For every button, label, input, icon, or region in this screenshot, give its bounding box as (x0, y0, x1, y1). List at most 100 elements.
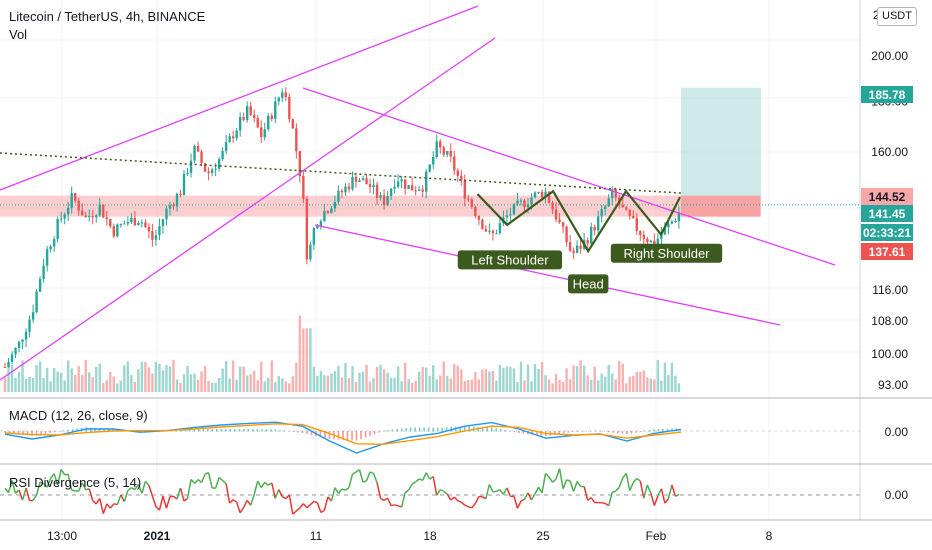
rsi-segment (534, 486, 540, 495)
volume-bar (274, 382, 277, 392)
candle-body (568, 242, 572, 251)
rsi-segment (316, 502, 322, 513)
volume-bar (14, 377, 17, 392)
candle-body (207, 171, 210, 174)
rsi-segment (618, 477, 624, 488)
volume-bar (670, 362, 674, 392)
rsi-segment (151, 495, 157, 507)
rsi-segment (576, 481, 582, 487)
volume-bar (509, 366, 512, 392)
stop-zone (681, 195, 761, 217)
price-badge (861, 86, 913, 103)
volume-bar (52, 368, 56, 392)
volume-bar (386, 372, 389, 392)
macd-histogram-bar (211, 429, 214, 432)
rsi-segment (471, 503, 476, 509)
candle-body (386, 195, 389, 206)
candle-body (467, 198, 470, 200)
candle-body (519, 200, 523, 202)
macd-histogram-bar (234, 429, 236, 432)
rsi-segment (555, 468, 561, 480)
rsi-segment (404, 489, 410, 494)
candle-body (133, 217, 137, 226)
rsi-segment (453, 496, 459, 502)
volume-bars (3, 315, 681, 392)
candle-body (281, 92, 284, 98)
rsi-segment (629, 482, 634, 492)
candle-body (667, 223, 670, 228)
time-axis[interactable]: 13:00 2021 11 18 25 Feb 8 (47, 529, 773, 543)
trendline (302, 87, 836, 266)
candle-body (628, 209, 631, 217)
macd-histogram-bar (288, 431, 290, 432)
candle-body (70, 193, 73, 208)
rsi-segment (400, 492, 406, 508)
macd-histogram-bar (608, 431, 610, 433)
volume-bar (77, 365, 80, 392)
volume-bar (526, 364, 530, 392)
volume-bar (56, 371, 59, 392)
candle-body (267, 115, 270, 130)
macd-histogram-bar (563, 431, 565, 434)
rsi-segment (468, 506, 473, 509)
rsi-segment (7, 480, 13, 493)
rsi-segment (218, 476, 224, 482)
rsi-segment (530, 493, 536, 501)
candle-body (533, 192, 537, 198)
rsi-segment (527, 492, 533, 501)
volume-bar (442, 361, 445, 392)
candle-body (221, 151, 224, 160)
rsi-segment (323, 496, 329, 511)
rsi-segment (422, 472, 427, 481)
volume-bar (677, 383, 681, 392)
volume-bar (481, 369, 484, 392)
rsi-segment (450, 496, 455, 501)
rsi-segment (506, 487, 512, 497)
rsi-segment (348, 473, 354, 488)
volume-bar (354, 381, 358, 392)
candle-body (31, 312, 35, 320)
volume-bar (302, 328, 305, 392)
volume-bar (45, 367, 49, 392)
macd-histogram-bar (17, 431, 20, 435)
macd-histogram-bar (504, 430, 507, 432)
rsi-segment (646, 484, 652, 494)
candle-body (554, 209, 558, 220)
volume-bar (126, 361, 130, 392)
rsi-segment (394, 504, 399, 507)
candle-body (126, 222, 130, 224)
rsi-segment (345, 487, 350, 491)
candle-body (516, 200, 519, 204)
volume-bar (523, 380, 526, 392)
rsi-segment (372, 473, 378, 483)
candle-body (274, 101, 277, 119)
candle-body (302, 175, 305, 199)
candle-body (260, 127, 263, 138)
rsi-segment (32, 494, 38, 501)
rsi-segment (200, 473, 206, 483)
volume-bar (298, 315, 302, 392)
candle-body (147, 227, 151, 232)
macd-histogram-bar (387, 430, 389, 432)
volume-bar (379, 364, 382, 392)
candle-body (123, 223, 126, 225)
candle-body (428, 164, 431, 172)
volume-bar (31, 377, 35, 392)
macd-histogram-bar (540, 431, 543, 436)
volume-bar (656, 359, 660, 392)
currency-badge[interactable]: USDT (877, 7, 917, 26)
candle-body (309, 244, 312, 260)
macd-histogram-bar (576, 431, 579, 432)
macd-histogram-bar (621, 431, 624, 434)
volume-bar (316, 375, 319, 392)
rsi-segment (120, 494, 126, 502)
volume-bar (498, 364, 502, 392)
volume-bar (389, 377, 393, 392)
candle-body (530, 197, 533, 205)
candle-body (284, 92, 287, 97)
volume-bar (49, 381, 52, 392)
volume-bar (425, 367, 428, 392)
volume-bar (98, 363, 101, 392)
rsi-segment (113, 503, 118, 506)
volume-bar (403, 362, 407, 392)
